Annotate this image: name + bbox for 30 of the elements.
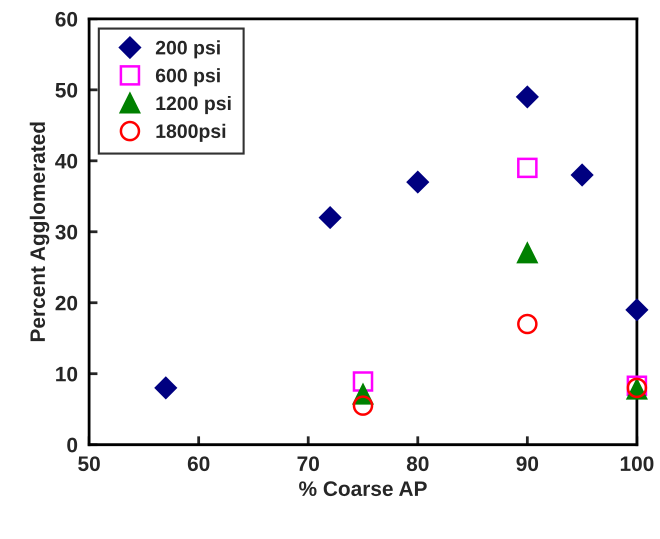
x-tick-label: 70 bbox=[298, 456, 319, 472]
legend-label: 200 psi bbox=[156, 40, 220, 58]
y-tick-label: 30 bbox=[55, 224, 78, 240]
y-tick-label: 40 bbox=[55, 154, 78, 169]
x-tick-label: 50 bbox=[78, 456, 100, 472]
point bbox=[516, 86, 538, 108]
point bbox=[406, 171, 429, 194]
y-axis-title: Percent Agglomerated bbox=[30, 122, 50, 342]
y-tick-label: 50 bbox=[55, 82, 78, 98]
legend-label: 600 psi bbox=[156, 68, 220, 86]
point bbox=[571, 164, 594, 186]
y-tick-label: 60 bbox=[56, 12, 78, 27]
point bbox=[626, 298, 648, 321]
point bbox=[352, 395, 374, 416]
x-tick-label: 80 bbox=[406, 456, 429, 472]
y-tick-label: 10 bbox=[56, 366, 78, 382]
x-tick-label: 90 bbox=[516, 456, 538, 472]
x-tick-label: 100 bbox=[620, 456, 654, 472]
y-tick-label: 20 bbox=[56, 296, 78, 310]
point bbox=[517, 242, 538, 264]
legend-label: 1800psi bbox=[156, 124, 226, 142]
point bbox=[352, 371, 374, 392]
x-tick-label: 60 bbox=[188, 456, 210, 472]
x-axis-title: % Coarse AP bbox=[299, 481, 427, 496]
y-tick-label: 0 bbox=[67, 438, 78, 452]
point bbox=[154, 376, 177, 399]
point bbox=[517, 158, 538, 178]
legend-label: 1200 psi bbox=[156, 96, 231, 114]
point bbox=[319, 206, 342, 229]
point bbox=[517, 314, 538, 334]
